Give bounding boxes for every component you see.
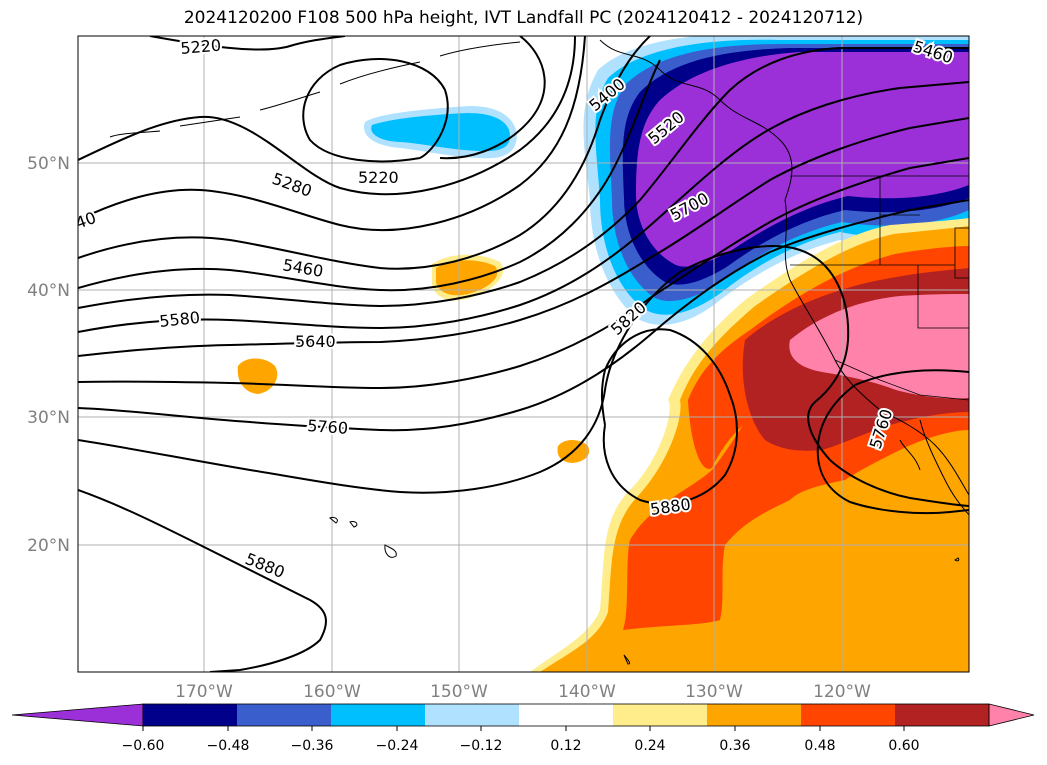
- colorbar-cell: [895, 704, 990, 726]
- colorbar-cell: [801, 704, 896, 726]
- lon-tick-label: 170°W: [175, 682, 233, 702]
- lon-tick-label: 140°W: [558, 682, 616, 702]
- colorbar-tick-labels: −0.60 −0.48 −0.36 −0.24 −0.12 0.12 0.24 …: [122, 738, 920, 754]
- coastlines: [109, 39, 969, 665]
- colorbar-cell: [237, 704, 332, 726]
- lon-tick-label: 120°W: [813, 682, 871, 702]
- colorbar-tick-label: −0.60: [122, 738, 165, 754]
- colorbar-cells: [143, 704, 990, 726]
- colorbar-tick-label: 0.12: [550, 738, 581, 754]
- lat-tick-label: 50°N: [27, 154, 70, 174]
- contour-label: 5220: [358, 168, 399, 187]
- colorbar-tick-label: 0.24: [634, 738, 665, 754]
- lon-tick-label: 160°W: [303, 682, 361, 702]
- colorbar-cell: [519, 704, 614, 726]
- colorbar-cell: [613, 704, 708, 726]
- colorbar-tick-label: 0.36: [719, 738, 750, 754]
- map-title: 2024120200 F108 500 hPa height, IVT Land…: [183, 8, 864, 28]
- colorbar-cell: [331, 704, 426, 726]
- graticule: [78, 36, 969, 672]
- colorbar-tick-label: −0.36: [291, 738, 334, 754]
- longitude-labels: 170°W 160°W 150°W 140°W 130°W 120°W: [175, 682, 871, 702]
- colorbar-min-extend: [11, 703, 144, 727]
- colorbar-tick-label: −0.24: [376, 738, 419, 754]
- lat-tick-label: 40°N: [27, 281, 70, 301]
- lat-tick-label: 30°N: [27, 408, 70, 428]
- lon-tick-label: 150°W: [430, 682, 488, 702]
- colorbar-cell: [707, 704, 802, 726]
- colorbar-tick-label: −0.48: [207, 738, 250, 754]
- lon-tick-label: 130°W: [685, 682, 743, 702]
- colorbar-cell: [425, 704, 520, 726]
- map-frame: [77, 35, 970, 673]
- colorbar-ticks: [142, 726, 905, 731]
- colorbar-max-extend: [988, 703, 1035, 727]
- map-panel: 5220 5220 5280 40 5460 5400 5520 5700 55…: [78, 36, 969, 672]
- colorbar-cell: [143, 704, 238, 726]
- colorbar-tick-label: −0.12: [460, 738, 503, 754]
- colorbar-tick-label: 0.48: [804, 738, 835, 754]
- latitude-labels: 50°N 40°N 30°N 20°N: [27, 154, 70, 556]
- colorbar: −0.60 −0.48 −0.36 −0.24 −0.12 0.12 0.24 …: [11, 703, 1035, 754]
- contour-label: 5220: [180, 36, 222, 58]
- contour-label: 5640: [295, 332, 336, 351]
- height-contours: [78, 36, 969, 672]
- lat-tick-label: 20°N: [27, 536, 70, 556]
- positive-ivt-shading: [237, 218, 969, 672]
- contour-label: 5760: [307, 416, 349, 438]
- colorbar-tick-label: 0.60: [888, 738, 919, 754]
